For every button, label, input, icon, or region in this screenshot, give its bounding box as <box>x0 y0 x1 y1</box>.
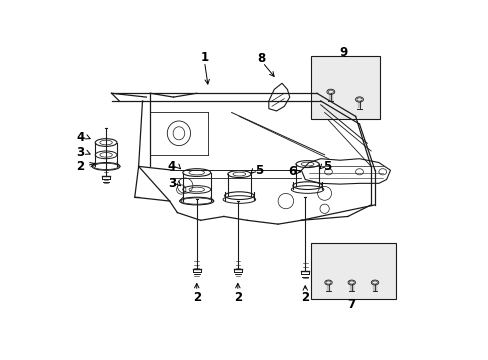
Text: 3: 3 <box>167 177 176 190</box>
FancyBboxPatch shape <box>310 55 380 119</box>
FancyBboxPatch shape <box>310 243 395 299</box>
Text: 9: 9 <box>339 46 347 59</box>
Text: 2: 2 <box>192 291 201 304</box>
Text: 5: 5 <box>254 164 263 177</box>
Text: 1: 1 <box>200 50 208 64</box>
Text: 7: 7 <box>347 298 355 311</box>
Text: 2: 2 <box>233 291 242 304</box>
Text: 2: 2 <box>301 291 309 304</box>
Text: 8: 8 <box>256 52 264 65</box>
Text: 4: 4 <box>167 160 176 173</box>
Text: 5: 5 <box>322 160 330 173</box>
Text: 2: 2 <box>76 160 84 173</box>
Text: 6: 6 <box>287 165 296 178</box>
Text: 4: 4 <box>76 131 84 144</box>
Text: 3: 3 <box>76 146 84 159</box>
